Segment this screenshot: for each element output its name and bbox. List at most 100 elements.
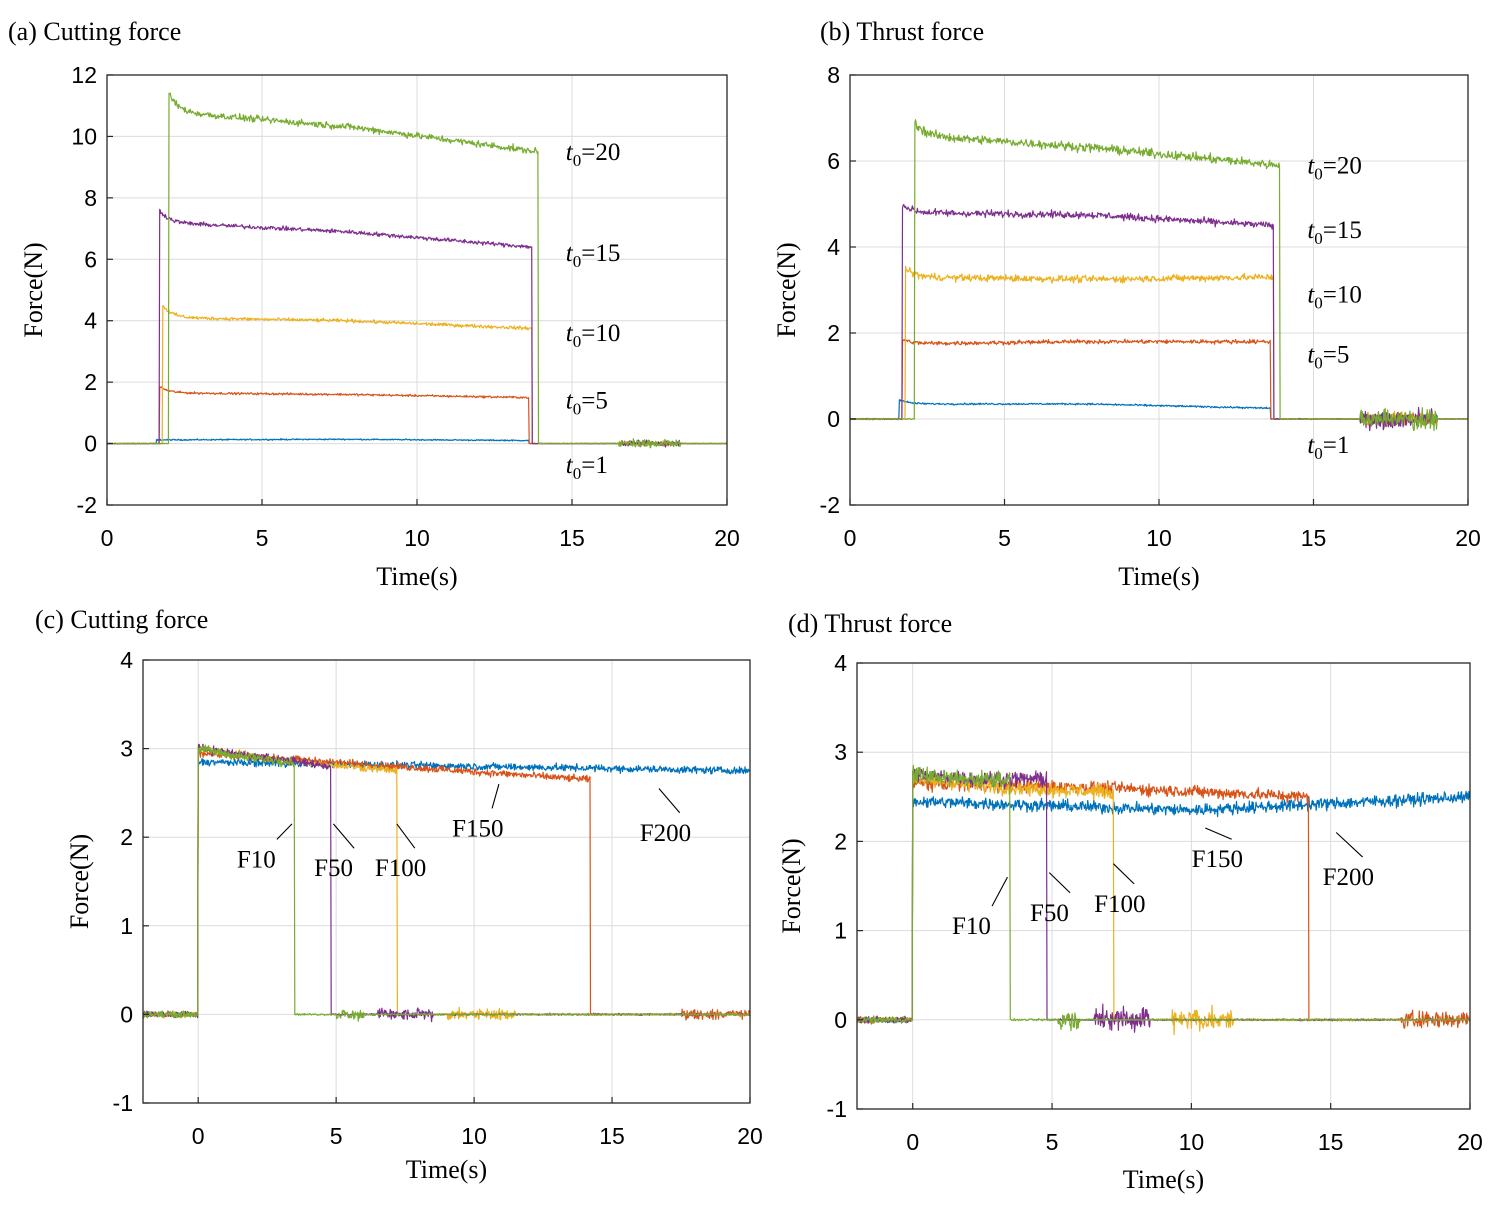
- x-tick-label: 20: [1457, 1129, 1483, 1155]
- x-tick-label: 0: [192, 1123, 205, 1149]
- series-label-t0=10: t0=10: [1307, 281, 1362, 312]
- series-label-t0=20: t0=20: [566, 139, 621, 170]
- series-label-t0=1: t0=1: [1307, 432, 1349, 463]
- leader-line-F50: [332, 823, 355, 849]
- x-tick-label: 20: [714, 525, 740, 551]
- series-t0=20: [106, 92, 728, 449]
- y-tick-label: 4: [827, 234, 840, 260]
- x-tick-label: 10: [1179, 1129, 1205, 1155]
- series-label-t0=15: t0=15: [566, 240, 621, 271]
- y-tick-label: 3: [834, 739, 847, 765]
- series-label-F200: F200: [640, 820, 691, 847]
- y-axis-label: Force(N): [19, 242, 48, 337]
- leader-line-F10: [991, 876, 1008, 907]
- x-tick-label: 5: [998, 525, 1011, 551]
- x-tick-label: 20: [737, 1123, 763, 1149]
- y-tick-label: 0: [120, 1001, 133, 1027]
- y-tick-label: 4: [84, 308, 97, 334]
- series-F200: [142, 757, 751, 1018]
- leader-line-F200: [1335, 832, 1363, 858]
- y-tick-label: 2: [834, 828, 847, 854]
- y-tick-label: 2: [84, 369, 97, 395]
- x-tick-label: 15: [1318, 1129, 1344, 1155]
- x-tick-label: 10: [1146, 525, 1172, 551]
- panel-title: (d) Thrust force: [788, 609, 952, 638]
- x-tick-label: 5: [1046, 1129, 1059, 1155]
- series-label-t0=5: t0=5: [1307, 342, 1349, 373]
- leader-line-F200: [658, 788, 681, 814]
- series-t0=20: [849, 119, 1469, 432]
- x-axis-label: Time(s): [1123, 1165, 1204, 1194]
- panel-title: (c) Cutting force: [35, 605, 208, 634]
- series-F10: [856, 764, 1471, 1032]
- y-axis-label: Force(N): [772, 242, 801, 337]
- series-label-F100: F100: [1094, 891, 1145, 918]
- y-tick-label: 1: [120, 913, 133, 939]
- x-axis-label: Time(s): [406, 1155, 487, 1184]
- series-label-F50: F50: [314, 855, 353, 882]
- x-tick-label: 10: [404, 525, 430, 551]
- series-label-F150: F150: [452, 815, 503, 842]
- y-tick-label: 0: [834, 1007, 847, 1033]
- series-F100: [142, 744, 751, 1021]
- panel-title: (a) Cutting force: [8, 17, 181, 46]
- y-axis-label: Force(N): [65, 834, 94, 929]
- y-tick-label: -2: [820, 492, 840, 518]
- series-label-t0=15: t0=15: [1307, 217, 1362, 248]
- y-tick-label: 3: [120, 736, 133, 762]
- leader-line-F50: [1048, 872, 1071, 894]
- y-tick-label: 4: [120, 647, 133, 673]
- x-tick-label: 10: [461, 1123, 487, 1149]
- x-axis-label: Time(s): [376, 562, 457, 591]
- y-tick-label: 0: [827, 406, 840, 432]
- leader-line-F100: [1112, 863, 1135, 885]
- x-tick-label: 0: [906, 1129, 919, 1155]
- series-label-F50: F50: [1030, 900, 1069, 927]
- y-tick-label: 2: [827, 320, 840, 346]
- series-label-t0=5: t0=5: [566, 388, 608, 419]
- plot-frame: [142, 659, 751, 1104]
- y-tick-label: 10: [71, 123, 97, 149]
- y-tick-label: 0: [84, 431, 97, 457]
- y-tick-label: 1: [834, 918, 847, 944]
- series-label-t0=20: t0=20: [1307, 152, 1362, 183]
- leader-line-F100: [396, 823, 416, 849]
- x-tick-label: 15: [599, 1123, 625, 1149]
- panel-d: 0 5 10 15 20 -1 0 1 2 3 4 (d) Thrust force Time(s) Fo…: [777, 609, 1483, 1194]
- x-tick-label: 0: [844, 525, 857, 551]
- leader-line-F10: [276, 823, 293, 840]
- x-axis-label: Time(s): [1118, 562, 1199, 591]
- series-label-F10: F10: [952, 913, 991, 940]
- series-label-F100: F100: [375, 855, 426, 882]
- x-tick-label: 20: [1455, 525, 1481, 551]
- series-t0=15: [849, 203, 1469, 432]
- series-t0=15: [106, 208, 728, 448]
- series-F10: [142, 744, 751, 1022]
- series-F200: [856, 790, 1471, 1024]
- series-F50: [142, 743, 751, 1023]
- series-label-t0=1: t0=1: [566, 452, 608, 483]
- y-tick-label: 4: [834, 650, 847, 676]
- x-tick-label: 0: [101, 525, 114, 551]
- y-tick-label: 2: [120, 824, 133, 850]
- series-F100: [856, 770, 1471, 1036]
- x-tick-label: 15: [1301, 525, 1327, 551]
- y-tick-label: 6: [827, 148, 840, 174]
- y-axis-label: Force(N): [777, 838, 806, 933]
- series-label-F10: F10: [237, 846, 276, 873]
- y-tick-label: 12: [71, 62, 97, 88]
- y-tick-label: 8: [827, 62, 840, 88]
- plot-frame: [856, 662, 1471, 1110]
- series-label-F200: F200: [1323, 864, 1374, 891]
- leader-line-F150: [1205, 827, 1232, 840]
- x-tick-label: 5: [256, 525, 269, 551]
- y-tick-label: 8: [84, 185, 97, 211]
- series-F150: [142, 751, 751, 1021]
- leader-line-F150: [491, 783, 500, 809]
- y-tick-label: 6: [84, 246, 97, 272]
- y-tick-label: -1: [113, 1090, 133, 1116]
- panel-title: (b) Thrust force: [820, 17, 984, 46]
